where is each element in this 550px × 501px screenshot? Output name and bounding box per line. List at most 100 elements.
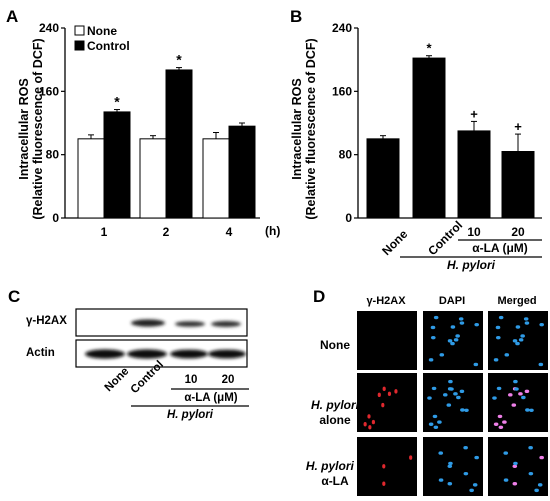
dapi-nucleus — [463, 471, 469, 476]
merged-nucleus — [503, 451, 509, 455]
gh2ax-focus — [382, 464, 386, 469]
merged-nucleus — [539, 322, 544, 327]
merged-nucleus — [529, 408, 534, 412]
gh2ax-focus — [382, 481, 386, 486]
chart-a-xtick-label: 1 — [101, 225, 108, 239]
band-actin-none — [85, 349, 125, 359]
merged-nucleus-positive — [512, 482, 518, 486]
micro-row-label-hpylori: H. pylori — [311, 398, 360, 412]
gh2ax-focus — [382, 386, 386, 392]
blot-lane-20: 20 — [222, 374, 235, 386]
chart-a-bars: 1 2 4 * * — [77, 52, 256, 239]
chart-a-ylabel-line1: Intracellular ROS — [17, 78, 31, 179]
dapi-nucleus — [450, 341, 455, 346]
legend-label-none: None — [87, 24, 117, 38]
band-gh2ax-10 — [175, 321, 205, 327]
bar-none-4 — [202, 138, 230, 219]
chart-a-xtick-label: 4 — [226, 225, 233, 239]
band-gh2ax-20 — [211, 321, 241, 327]
merged-nucleus — [528, 471, 534, 476]
band-actin-10 — [170, 349, 208, 359]
dapi-nucleus — [449, 387, 454, 391]
micro-row-label-la: α-LA — [321, 474, 349, 488]
blot-lane-10: 10 — [185, 374, 198, 386]
dapi-nucleus — [453, 338, 459, 342]
merged-nucleus-positive — [493, 422, 499, 426]
merged-nucleus — [515, 325, 521, 329]
merged-nucleus — [498, 315, 504, 320]
merged-nucleus-positive — [518, 392, 523, 396]
dapi-nucleus — [447, 482, 453, 486]
merged-nucleus — [493, 358, 499, 362]
microscopy-grid: γ-H2AX DAPI Merged None H. pylori alone … — [306, 295, 548, 496]
legend-label-control: Control — [87, 39, 130, 53]
micro-col-merged: Merged — [497, 295, 536, 307]
micro-tile-r1-c1 — [423, 373, 483, 432]
bar-none-1 — [77, 138, 105, 219]
dapi-nucleus — [430, 325, 436, 330]
dapi-nucleus — [453, 392, 458, 396]
dapi-nucleus — [455, 334, 460, 338]
blot-row-label-gh2ax: γ-H2AX — [26, 315, 67, 327]
micro-tiles — [357, 311, 548, 496]
merged-nucleus — [492, 396, 497, 400]
panel-letter-d: D — [313, 287, 325, 306]
dapi-nucleus — [448, 461, 453, 466]
bar-b-none — [366, 138, 400, 219]
micro-col-gh2ax: γ-H2AX — [366, 295, 406, 307]
micro-row-label-alone: alone — [319, 413, 351, 427]
dapi-nucleus — [450, 325, 456, 329]
chart-b-bottom-label: H. pylori — [447, 258, 496, 272]
dapi-nucleus — [469, 488, 474, 493]
bar-none-2 — [139, 138, 167, 219]
merged-nucleus — [503, 478, 509, 482]
merged-nucleus — [523, 317, 529, 321]
bar-control-2 — [165, 69, 193, 219]
micro-row-label-hpylori-la: H. pylori + — [306, 459, 364, 473]
dapi-nucleus — [438, 478, 444, 482]
merged-nucleus-positive — [524, 389, 530, 394]
merged-nucleus — [495, 335, 501, 340]
chart-a-legend: None Control — [74, 24, 130, 53]
micro-tile-r2-c2 — [488, 437, 548, 496]
gh2ax-focus — [409, 455, 413, 460]
dapi-nucleus — [463, 446, 468, 450]
merged-nucleus-positive — [498, 425, 504, 429]
dapi-nucleus — [459, 321, 465, 325]
chart-b-ylabel-line2: (Relative fluorescence of DCF) — [304, 38, 318, 219]
merged-nucleus-positive — [511, 403, 517, 407]
dapi-nucleus — [431, 386, 437, 391]
merged-nucleus — [512, 339, 518, 343]
chart-b-ytick-label: 240 — [332, 21, 352, 35]
gh2ax-focus — [368, 425, 372, 430]
chart-a-x-unit: (h) — [265, 224, 280, 238]
merged-nucleus — [534, 488, 539, 493]
legend-swatch-none — [74, 25, 85, 36]
micro-tile-r1-c2 — [488, 373, 548, 432]
blot-row-label-actin: Actin — [26, 347, 55, 359]
dapi-nucleus — [437, 420, 442, 424]
band-gh2ax-control — [131, 319, 165, 327]
chart-b-xtick-label: Control — [425, 218, 465, 258]
micro-tile-r2-c0 — [357, 437, 417, 496]
micro-tile-r1-c0 — [357, 373, 417, 432]
merged-nucleus — [537, 483, 543, 487]
bar-control-4 — [228, 125, 256, 219]
gh2ax-focus — [377, 392, 381, 398]
gh2ax-focus — [371, 419, 376, 425]
bar-control-1 — [103, 111, 131, 219]
dapi-nucleus — [472, 483, 478, 487]
merged-nucleus — [504, 353, 510, 357]
merged-nucleus — [518, 338, 524, 342]
dapi-nucleus — [459, 389, 465, 394]
dapi-nucleus — [474, 455, 479, 460]
dapi-nucleus — [446, 403, 452, 407]
dapi-nucleus — [456, 395, 461, 400]
chart-b-bars: * + + — [366, 41, 535, 219]
dapi-nucleus — [427, 396, 432, 400]
chart-b-group-label: α-LA (μM) — [472, 241, 528, 255]
dapi-nucleus — [432, 414, 438, 419]
chart-a-ylabel-line2: (Relative fluorescence of DCF) — [31, 38, 45, 219]
merged-nucleus — [513, 461, 518, 466]
